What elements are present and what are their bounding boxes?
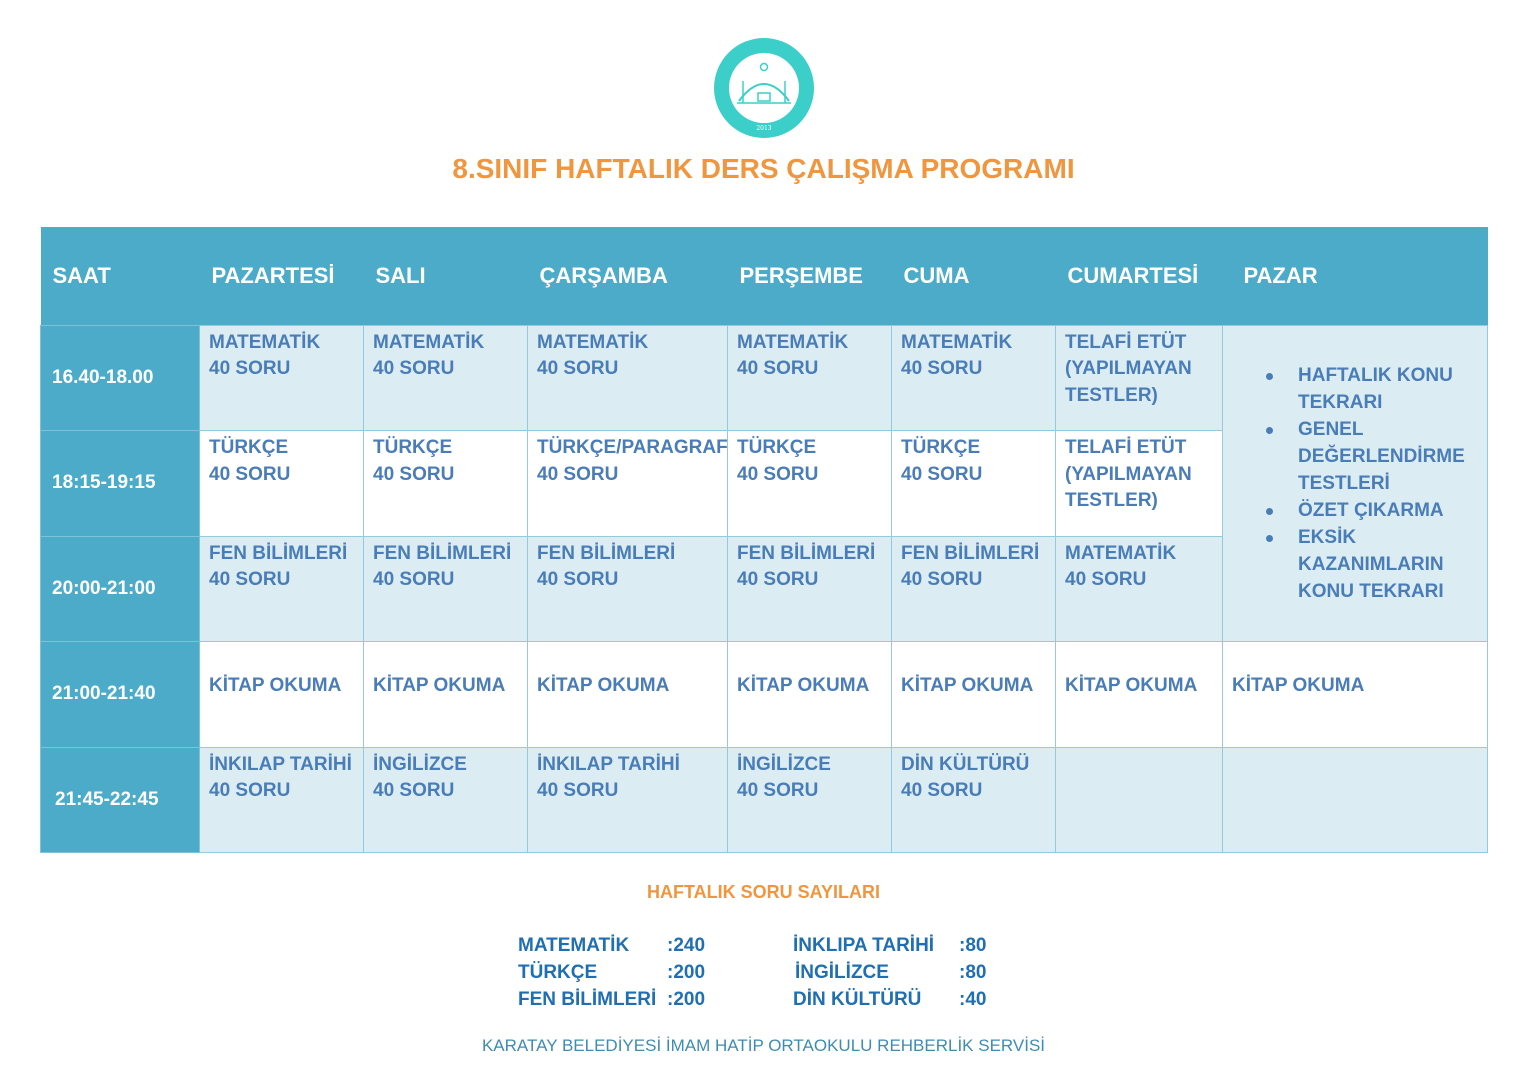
schedule-cell: TÜRKÇE/PARAGRAF 40 SORU (527, 430, 728, 537)
pazar-bullet-list: HAFTALIK KONU TEKRARI GENEL DEĞERLENDİRME T… (1263, 362, 1479, 605)
schedule-cell: KİTAP OKUMA (527, 641, 728, 748)
schedule-cell: MATEMATİK 40 SORU (727, 324, 892, 431)
summary-title: HAFTALIK SORU SAYILARI (646, 882, 880, 902)
time-slot: 21:00-21:40 (40, 641, 200, 748)
footer-text: KARATAY BELEDİYESİ İMAM HATİP ORTAOKULU … (481, 1036, 1046, 1055)
schedule-cell: KİTAP OKUMA (363, 641, 528, 748)
schedule-cell: KİTAP OKUMA (199, 641, 364, 748)
table-row: 16.40-18.00 MATEMATİK 40 SORU MATEMATİK 40… (40, 324, 1488, 642)
schedule-cell: TÜRKÇE 40 SORU (891, 430, 1056, 537)
list-item: EKSİK KAZANIMLARIN KONU TEKRARI (1263, 524, 1479, 605)
schedule-cell: DİN KÜLTÜRÜ 40 SORU (891, 746, 1056, 853)
schedule-cell: İNGİLİZCE 40 SORU (363, 746, 528, 853)
table-row: 18:15-19:15 TÜRKÇE 40 SORU TÜRKÇE 40 SORU … (40, 430, 1488, 537)
header-pazartesi: PAZARTESİ (199, 227, 364, 325)
schedule-cell: FEN BİLİMLERİ 40 SORU (891, 535, 1056, 642)
schedule-cell: FEN BİLİMLERİ 40 SORU (527, 535, 728, 642)
page-title: 8.SINIF HAFTALIK DERS ÇALIŞMA PROGRAMI (452, 153, 1075, 184)
pazar-merged-cell: HAFTALIK KONU TEKRARI GENEL DEĞERLENDİRME T… (1222, 324, 1488, 642)
schedule-cell: FEN BİLİMLERİ 40 SORU (363, 535, 528, 642)
header-cumartesi: CUMARTESİ (1055, 227, 1223, 325)
schedule-cell: TÜRKÇE 40 SORU (199, 430, 364, 537)
svg-text:2013: 2013 (756, 125, 771, 132)
summary-row: TÜRKÇE:200 (518, 962, 706, 983)
summary-row: FEN BİLİMLERİ:200 (518, 989, 706, 1010)
header-cuma: CUMA (891, 227, 1056, 325)
schedule-cell: TÜRKÇE 40 SORU (363, 430, 528, 537)
schedule-cell: FEN BİLİMLERİ 40 SORU (199, 535, 364, 642)
header-persembe: PERŞEMBE (727, 227, 892, 325)
table-row: 20:00-21:00 FEN BİLİMLERİ 40 SORU FEN BİL… (40, 535, 1488, 642)
header-carsamba: ÇARŞAMBA (527, 227, 728, 325)
time-slot: 16.40-18.00 (40, 324, 200, 431)
summary-left-column: MATEMATİK:240 TÜRKÇE:200 FEN BİLİMLERİ:2… (518, 932, 705, 1013)
schedule-cell: MATEMATİK 40 SORU (363, 324, 528, 431)
summary-row: İNGİLİZCE:80 (795, 962, 987, 983)
header-pazar: PAZAR (1222, 227, 1488, 325)
empty-cell (1055, 746, 1223, 853)
summary-row: DİN KÜLTÜRÜ:40 (793, 989, 987, 1010)
schedule-cell: TELAFİ ETÜT (YAPILMAYAN TESTLER) (1055, 430, 1223, 537)
table-row: 21:00-21:40 KİTAP OKUMA KİTAP OKUMA KİTA… (40, 641, 1488, 748)
schedule-cell: KİTAP OKUMA (1055, 641, 1223, 748)
schedule-cell: MATEMATİK 40 SORU (891, 324, 1056, 431)
schedule-cell: TELAFİ ETÜT (YAPILMAYAN TESTLER) (1055, 324, 1223, 431)
schedule-cell: MATEMATİK 40 SORU (527, 324, 728, 431)
header-sali: SALI (363, 227, 528, 325)
time-slot: 18:15-19:15 (40, 430, 200, 537)
schedule-cell: İNKILAP TARİHİ 40 SORU (527, 746, 728, 853)
list-item: ÖZET ÇIKARMA (1263, 497, 1479, 524)
time-slot: 21:45-22:45 (40, 746, 200, 853)
schedule-cell: MATEMATİK 40 SORU (199, 324, 364, 431)
schedule-cell: İNKILAP TARİHİ 40 SORU (199, 746, 364, 853)
list-item: GENEL DEĞERLENDİRME TESTLERİ (1263, 416, 1479, 497)
summary-right-column: İNKLIPA TARİHİ:80 İNGİLİZCE:80 DİN KÜLTÜ… (793, 932, 986, 1013)
time-slot: 20:00-21:00 (40, 535, 200, 642)
header-row: SAAT PAZARTESİ SALI ÇARŞAMBA PERŞEMBE CU… (40, 227, 1488, 325)
empty-cell (1222, 746, 1488, 853)
table-row: 21:45-22:45 İNKILAP TARİHİ 40 SORU İNGİLİ… (40, 746, 1488, 853)
schedule-table: SAAT PAZARTESİ SALI ÇARŞAMBA PERŞEMBE CU… (40, 227, 1488, 853)
summary-row: MATEMATİK:240 (518, 935, 706, 956)
schedule-cell: TÜRKÇE 40 SORU (727, 430, 892, 537)
header-saat: SAAT (40, 227, 200, 325)
summary-row: İNKLIPA TARİHİ:80 (793, 935, 987, 956)
schedule-cell: KİTAP OKUMA (727, 641, 892, 748)
schedule-cell: KİTAP OKUMA (1222, 641, 1488, 748)
schedule-cell: FEN BİLİMLERİ 40 SORU (727, 535, 892, 642)
list-item: HAFTALIK KONU TEKRARI (1263, 362, 1479, 416)
school-logo-icon: 2013 (714, 38, 814, 138)
schedule-cell: MATEMATİK 40 SORU (1055, 535, 1223, 642)
schedule-cell: İNGİLİZCE 40 SORU (727, 746, 892, 853)
schedule-cell: KİTAP OKUMA (891, 641, 1056, 748)
